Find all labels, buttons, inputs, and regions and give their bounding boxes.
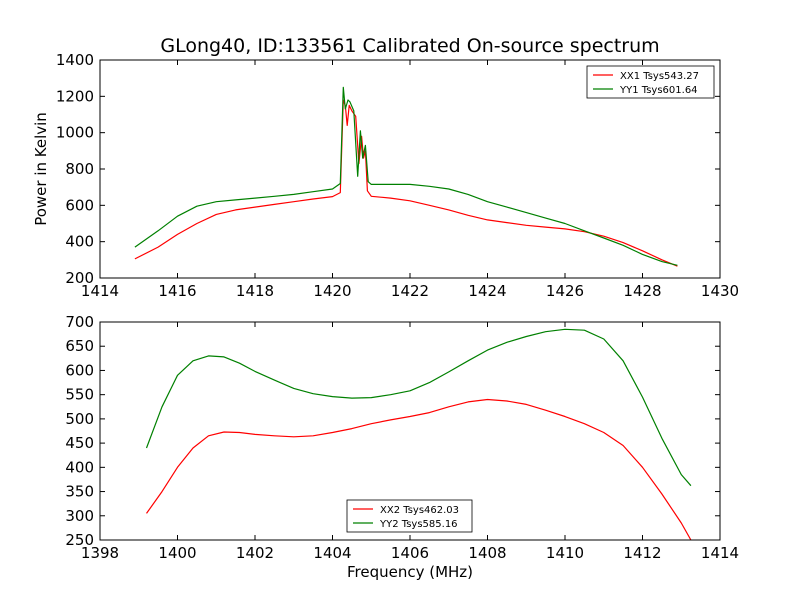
top-y-tick-label: 800 (65, 160, 94, 178)
top-y-tick-label: 1400 (56, 51, 94, 69)
bottom-y-tick-label: 500 (65, 410, 94, 428)
top-x-tick-label: 1428 (623, 282, 661, 300)
bottom-y-tick-label: 600 (65, 361, 94, 379)
top-x-tick-label: 1418 (236, 282, 274, 300)
figure-title: GLong40, ID:133561 Calibrated On-source … (160, 35, 659, 57)
top-y-tick-label: 400 (65, 233, 94, 251)
bottom-series-group (145, 328, 692, 540)
bottom-series-line-2 (145, 328, 692, 487)
bottom-y-tick-label: 550 (65, 386, 94, 404)
top-x-tick-label: 1420 (313, 282, 351, 300)
top-legend-label-1: XX1 Tsys543.27 (620, 71, 699, 82)
bottom-legend-label-2: YY2 Tsys585.16 (379, 519, 458, 530)
bottom-y-tick-label: 450 (65, 434, 94, 452)
top-x-tick-label: 1424 (468, 282, 506, 300)
top-y-tick-label: 200 (65, 269, 94, 287)
top-y-tick-label: 1000 (56, 124, 94, 142)
bottom-panel: 1398 1400 1402 1404 1406 1408 1410 1412 1414 250 3… (65, 313, 739, 562)
top-panel: 1414 1416 1418 1420 1422 1424 1426 1428 1430 200 4… (32, 51, 739, 300)
top-series-group (134, 86, 678, 267)
top-x-tick-label: 1422 (391, 282, 429, 300)
bottom-y-tick-label: 400 (65, 458, 94, 476)
bottom-x-tick-label: 1402 (236, 544, 274, 562)
top-legend: XX1 Tsys543.27 YY1 Tsys601.64 (586, 65, 715, 99)
bottom-x-axis-label: Frequency (MHz) (347, 563, 473, 581)
top-series-line-1 (134, 99, 678, 267)
bottom-x-tick-label: 1398 (81, 544, 119, 562)
top-legend-label-2: YY1 Tsys601.64 (619, 85, 698, 96)
bottom-legend: XX2 Tsys462.03 YY2 Tsys585.16 (346, 499, 473, 533)
bottom-y-tick-label: 700 (65, 313, 94, 331)
top-y-axis-label: Power in Kelvin (32, 112, 50, 226)
bottom-x-tick-label: 1408 (468, 544, 506, 562)
top-legend-box (586, 65, 715, 99)
bottom-legend-box (346, 499, 473, 533)
bottom-x-tick-label: 1404 (313, 544, 351, 562)
bottom-legend-label-1: XX2 Tsys462.03 (380, 505, 459, 516)
top-y-tick-label: 600 (65, 196, 94, 214)
top-x-tick-label: 1426 (546, 282, 584, 300)
bottom-x-tick-label: 1406 (391, 544, 429, 562)
bottom-y-tick-label: 250 (65, 531, 94, 549)
bottom-x-tick-label: 1414 (701, 544, 739, 562)
bottom-y-tick-label: 300 (65, 507, 94, 525)
top-y-tick-label: 1200 (56, 87, 94, 105)
top-x-tick-label: 1416 (158, 282, 196, 300)
top-x-tick-label: 1430 (701, 282, 739, 300)
top-series-line-2 (134, 86, 678, 266)
bottom-x-tick-label: 1400 (158, 544, 196, 562)
bottom-y-tick-label: 350 (65, 483, 94, 501)
bottom-series-line-1 (146, 398, 692, 540)
bottom-y-tick-label: 650 (65, 337, 94, 355)
bottom-x-tick-label: 1410 (546, 544, 584, 562)
bottom-x-tick-label: 1412 (623, 544, 661, 562)
top-x-tick-label: 1414 (81, 282, 119, 300)
